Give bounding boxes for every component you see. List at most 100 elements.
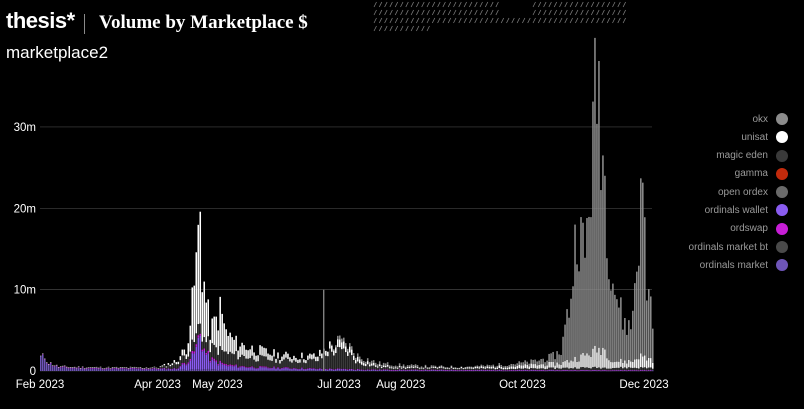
bar-magic_eden (293, 360, 295, 369)
bar-ordswap (289, 368, 291, 369)
bar-ordinals_market (305, 370, 307, 372)
bar-magic_eden (185, 358, 188, 365)
bar-ordswap (586, 370, 588, 371)
bar-unisat (454, 367, 457, 369)
bar-ordswap (620, 369, 622, 371)
bar-ordinals_wallet (279, 369, 281, 371)
bar-ordinals_wallet (432, 370, 435, 371)
bar-ordinals_market (289, 370, 291, 371)
bar-ordswap (558, 370, 560, 371)
bar-magic_eden (354, 363, 357, 370)
bar-ordswap (592, 369, 594, 371)
bar-ordinals_market (313, 370, 315, 371)
bar-ordswap (245, 367, 247, 368)
bar-ordinals_market (189, 369, 192, 371)
bar-ordswap (221, 362, 223, 365)
bar-ordswap (293, 368, 295, 369)
bar-ordinals_market (93, 368, 96, 371)
bar-ordinals_market (472, 370, 475, 372)
bar-okx (586, 218, 588, 354)
bar-ordinals_market (55, 366, 58, 371)
bar-unisat (566, 359, 568, 368)
bar-ordinals_market (586, 370, 588, 372)
bar-ordswap (83, 368, 86, 370)
bar-ordswap (277, 367, 279, 368)
bar-ordinals_market (165, 370, 168, 371)
bar-unisat (305, 360, 307, 364)
bar-unisat (428, 368, 431, 369)
bar-okx (406, 365, 409, 367)
bar-unisat (93, 367, 96, 368)
bar-ordswap (460, 369, 463, 371)
bar-ordinals_wallet (384, 369, 387, 371)
bar-unisat (560, 364, 562, 369)
bar-unisat (159, 366, 162, 368)
bar-ordswap (203, 348, 206, 351)
bar-ordinals_wallet (125, 368, 128, 370)
bar-ordinals_market (350, 370, 353, 371)
bar-ordswap (360, 369, 363, 371)
bar-ordinals_market (227, 370, 229, 371)
bar-ordinals_market (480, 370, 483, 371)
bar-ordswap (416, 369, 419, 371)
bar-magic_eden (390, 368, 393, 370)
bar-magic_eden (343, 348, 345, 369)
bar-ordinals_market (69, 368, 72, 371)
bar-ordswap (133, 368, 136, 369)
bar-unisat (119, 367, 122, 368)
bar-ordinals_market (514, 370, 516, 372)
bar-ordinals_wallet (139, 368, 142, 370)
bar-ordinals_wallet (187, 363, 190, 370)
bar-unisat (177, 361, 180, 365)
bar-ordinals_market (177, 370, 180, 371)
bar-unisat (426, 368, 429, 369)
bar-ordinals_market (287, 370, 289, 371)
bar-ordswap (410, 369, 413, 371)
bar-magic_eden (177, 364, 180, 369)
bar-okx (534, 359, 536, 365)
bar-ordinals_market (542, 370, 544, 372)
bar-unisat (97, 367, 100, 369)
bar-okx (498, 363, 501, 366)
bar-unisat (345, 346, 347, 353)
bar-ordswap (123, 368, 126, 369)
bar-ordinals_market (648, 370, 650, 372)
bar-ordinals_wallet (265, 367, 267, 371)
bar-unisat (532, 364, 534, 369)
bar-ordinals_market (540, 370, 542, 372)
bar-unisat (45, 362, 48, 363)
bar-magic_eden (205, 342, 208, 353)
bar-ordinals_wallet (498, 369, 501, 371)
bar-ordswap (209, 360, 211, 363)
bar-ordswap (93, 367, 96, 369)
bar-magic_eden (454, 368, 457, 371)
bar-unisat (346, 351, 349, 356)
bar-ordswap (486, 369, 489, 371)
bar-ordswap (628, 370, 630, 371)
legend-item: ordinals wallet (588, 201, 788, 219)
bar-ordswap (478, 369, 481, 371)
bar-unisat (574, 356, 576, 368)
bar-unisat (504, 367, 507, 370)
bar-ordinals_market (339, 370, 341, 371)
bar-unisat (213, 316, 215, 345)
bar-unisat (526, 364, 528, 369)
bar-ordswap (642, 370, 644, 371)
bar-ordinals_market (127, 369, 130, 371)
bar-okx (410, 364, 413, 367)
bar-okx (458, 367, 461, 369)
bar-magic_eden (510, 368, 513, 371)
bar-okx (490, 365, 493, 367)
bar-ordswap (450, 369, 453, 371)
bar-magic_eden (175, 364, 178, 369)
bar-magic_eden (630, 367, 632, 371)
bar-ordinals_market (590, 370, 592, 372)
bar-magic_eden (570, 368, 572, 371)
bar-magic_eden (295, 361, 297, 369)
bar-magic_eden (530, 368, 532, 370)
bar-okx (572, 286, 574, 362)
bar-ordinals_market (610, 370, 612, 372)
bar-ordswap (396, 370, 399, 371)
bar-ordinals_market (139, 369, 142, 371)
bar-ordinals_wallet (311, 368, 313, 371)
